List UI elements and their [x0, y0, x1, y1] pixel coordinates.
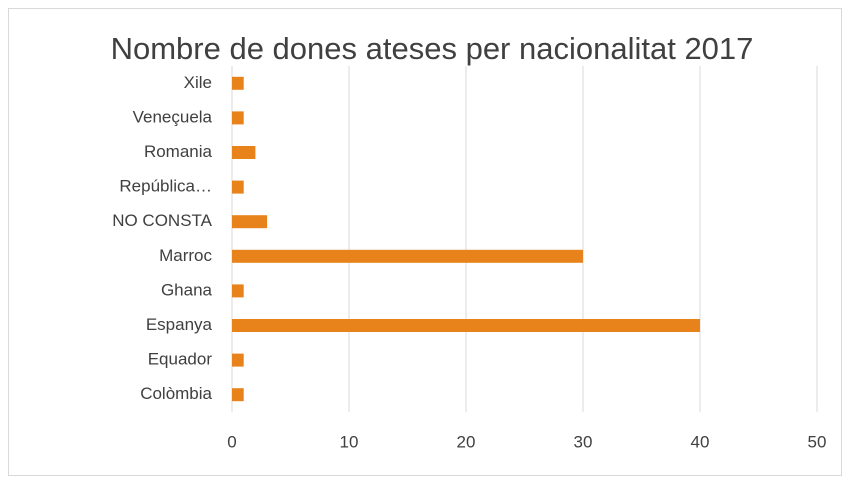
- y-tick-label: República…: [119, 177, 212, 196]
- bar: [232, 146, 256, 159]
- bar: [232, 249, 583, 263]
- x-tick-label: 50: [808, 432, 827, 451]
- x-tick-label: 40: [691, 432, 710, 451]
- y-tick-label: Xile: [184, 73, 212, 92]
- y-tick-label: Equador: [148, 350, 213, 369]
- y-tick-label: Espanya: [146, 315, 213, 334]
- y-tick-label: Ghana: [161, 280, 213, 299]
- chart-border: [8, 8, 842, 476]
- bar: [232, 180, 244, 194]
- x-tick-label: 20: [457, 432, 476, 451]
- y-tick-label: Colòmbia: [140, 384, 212, 403]
- bar: [232, 111, 244, 125]
- x-tick-label: 0: [227, 432, 236, 451]
- bar: [232, 76, 244, 90]
- bar: [232, 215, 268, 229]
- bar: [232, 388, 244, 402]
- y-tick-label: Romania: [144, 142, 213, 161]
- y-tick-label: Marroc: [159, 246, 212, 265]
- chart-title: Nombre de dones ateses per nacionalitat …: [110, 31, 754, 66]
- bar: [232, 284, 244, 298]
- x-tick-label: 30: [574, 432, 593, 451]
- y-tick-label: NO CONSTA: [112, 211, 212, 230]
- bar: [232, 353, 244, 367]
- y-tick-label: Veneçuela: [133, 107, 213, 126]
- x-tick-label: 10: [340, 432, 359, 451]
- bar: [232, 319, 700, 332]
